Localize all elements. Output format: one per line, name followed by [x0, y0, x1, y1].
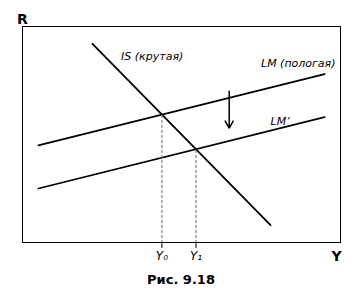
svg-text:IS (крутая): IS (крутая) — [121, 50, 183, 63]
svg-text:Y₁: Y₁ — [190, 249, 202, 263]
svg-text:LM’: LM’ — [271, 115, 291, 128]
svg-text:R: R — [17, 11, 28, 27]
svg-text:Y₀: Y₀ — [156, 249, 168, 263]
svg-text:LM (пологая): LM (пологая) — [261, 57, 336, 70]
html-text:Рис. 9.18: Рис. 9.18 — [147, 272, 215, 287]
svg-text:Y: Y — [330, 248, 342, 264]
